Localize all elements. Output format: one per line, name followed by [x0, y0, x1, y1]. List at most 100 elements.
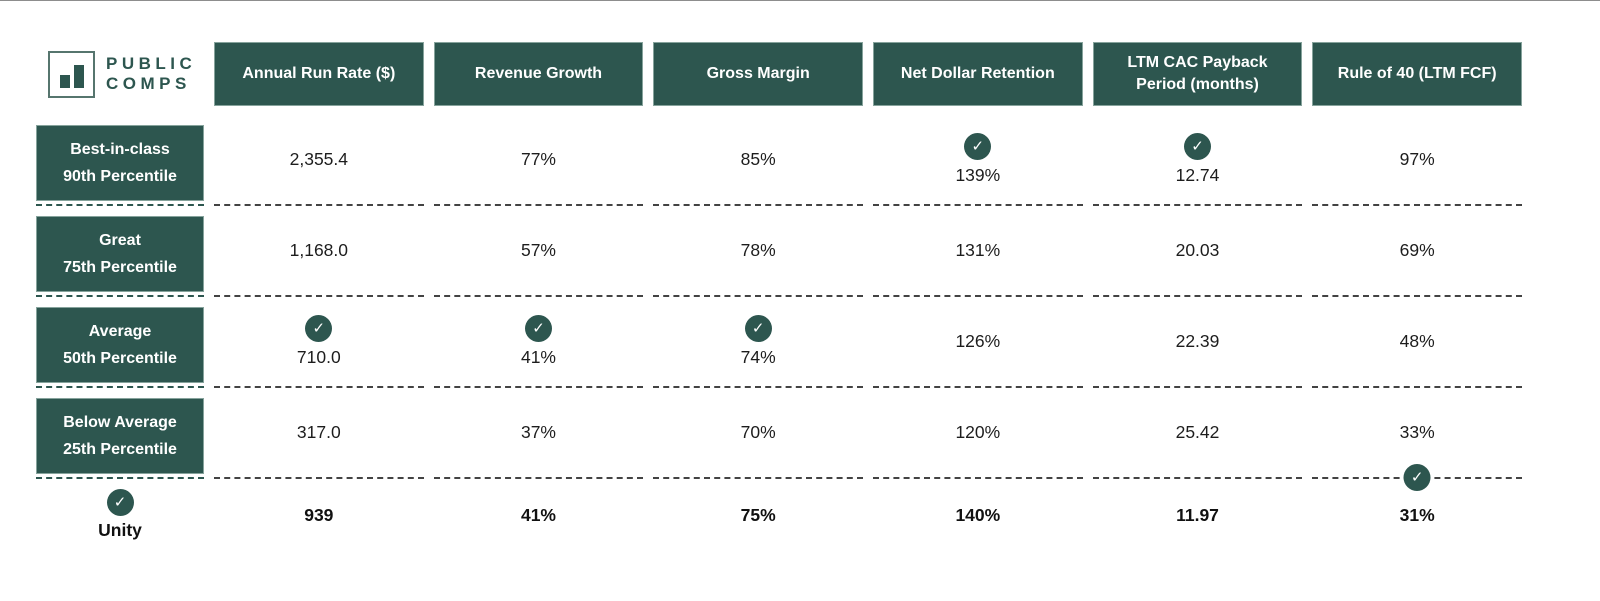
metric-value-cell: 33% ✓: [1312, 388, 1522, 491]
metric-value-cell: ✓ 710.0: [214, 297, 424, 388]
bar-chart-icon: [48, 50, 95, 98]
check-icon: ✓: [524, 315, 552, 342]
table-row-average: Average 50th Percentile ✓ 710.0 ✓ 41% ✓ 74%…: [36, 297, 1522, 388]
metric-value: 20.03: [1175, 240, 1220, 260]
metric-value-cell: ✓57%: [433, 206, 644, 297]
row-label: Great 75th Percentile: [36, 206, 204, 297]
row-label-block: Great 75th Percentile: [36, 216, 204, 292]
metric-value: 37%: [520, 422, 556, 442]
metric-value: 22.39: [1175, 331, 1220, 351]
column-header-ltm-cac-payback: LTM CAC Payback Period (months): [1092, 42, 1303, 106]
metric-value: 97%: [1399, 149, 1435, 169]
metric-value-cell: ✓70%: [653, 388, 863, 479]
metric-value-cell: ✓22.39: [1092, 297, 1303, 388]
metric-value-cell: ✓25.42: [1092, 388, 1303, 479]
check-icon: ✓: [1403, 464, 1431, 491]
unity-value: 140%: [955, 504, 1001, 525]
metric-value: 48%: [1399, 331, 1435, 351]
brand-logo: PUBLIC COMPS: [36, 42, 204, 106]
metric-value-cell: ✓ 41%: [433, 297, 644, 388]
row-label-block: Below Average 25th Percentile: [36, 398, 204, 474]
check-icon: ✓: [744, 315, 772, 342]
unity-value: 75%: [740, 504, 776, 525]
metric-value-cell: ✓ 74%: [653, 297, 863, 388]
column-header-revenue-growth: Revenue Growth: [433, 42, 644, 106]
unity-value-cell: 75%: [653, 479, 863, 551]
column-header-gross-margin: Gross Margin: [653, 42, 863, 106]
metric-value: 25.42: [1175, 422, 1220, 442]
unity-value-cell: 939: [214, 479, 424, 551]
brand-name: PUBLIC COMPS: [106, 54, 196, 95]
row-label: Below Average 25th Percentile: [36, 388, 204, 479]
metric-value: 317.0: [296, 422, 341, 442]
brand-line1: PUBLIC: [106, 53, 197, 73]
row-label-line2: 75th Percentile: [63, 259, 177, 276]
metric-value: 41%: [520, 347, 556, 367]
unity-value-cell: 41%: [434, 479, 644, 551]
metric-value: 710.0: [296, 347, 341, 367]
row-label-block: Average 50th Percentile: [36, 307, 204, 383]
column-header-annual-run-rate: Annual Run Rate ($): [214, 42, 424, 106]
check-icon: ✓: [1183, 133, 1211, 160]
metric-value: 57%: [520, 240, 556, 260]
metric-value-cell: ✓2,355.4: [214, 115, 424, 206]
table-row-great: Great 75th Percentile ✓1,168.0 ✓57% ✓78%…: [36, 206, 1522, 297]
row-label: Best-in-class 90th Percentile: [36, 115, 204, 206]
unity-value-cell: 11.97: [1093, 479, 1303, 551]
check-icon: ✓: [305, 315, 333, 342]
unity-label: Unity: [98, 520, 142, 540]
logo-bar-short: [59, 74, 70, 88]
metric-value-cell: ✓126%: [873, 297, 1083, 388]
metric-value-cell: ✓ 12.74: [1092, 115, 1303, 206]
logo-bar-tall: [73, 64, 84, 88]
metric-value-cell: ✓78%: [653, 206, 863, 297]
metric-value-cell: ✓ 139%: [873, 115, 1083, 206]
unity-value: 11.97: [1176, 504, 1219, 525]
unity-value-cell: 31%: [1312, 479, 1522, 551]
unity-value: 31%: [1399, 504, 1435, 525]
metric-value-cell: ✓77%: [433, 115, 644, 206]
table-row-best-in-class: Best-in-class 90th Percentile ✓2,355.4 ✓…: [36, 115, 1522, 206]
table-row-unity: ✓ Unity 939 41% 75% 140% 11.97 31%: [36, 479, 1522, 551]
metric-value-cell: ✓85%: [653, 115, 863, 206]
row-label: Average 50th Percentile: [36, 297, 204, 388]
metric-value: 2,355.4: [289, 149, 349, 169]
metric-value-cell: ✓120%: [873, 388, 1083, 479]
check-icon: ✓: [964, 133, 992, 160]
row-label-line2: 90th Percentile: [63, 168, 177, 185]
metric-value: 126%: [955, 331, 1001, 351]
metric-value-cell: ✓69%: [1312, 206, 1522, 297]
metric-value: 85%: [740, 149, 776, 169]
metric-value-cell: ✓131%: [873, 206, 1083, 297]
row-label-line1: Below Average: [63, 413, 177, 431]
metric-value-cell: ✓1,168.0: [214, 206, 424, 297]
metric-value-cell: ✓37%: [433, 388, 644, 479]
row-label-block: Best-in-class 90th Percentile: [36, 125, 204, 201]
unity-label-cell: ✓ Unity: [36, 479, 204, 551]
metric-value: 1,168.0: [289, 240, 349, 260]
brand-line2: COMPS: [106, 74, 191, 93]
metric-value: 77%: [520, 149, 556, 169]
metric-value: 69%: [1399, 240, 1435, 260]
metric-value-cell: ✓20.03: [1092, 206, 1303, 297]
row-label-line1: Best-in-class: [70, 140, 170, 158]
metric-value: 131%: [955, 240, 1001, 260]
row-label-line2: 50th Percentile: [63, 350, 177, 367]
metric-value: 120%: [955, 422, 1001, 442]
row-label-line1: Average: [88, 322, 152, 340]
check-icon: ✓: [106, 489, 134, 516]
metric-value: 70%: [740, 422, 776, 442]
row-label-line2: 25th Percentile: [63, 441, 177, 458]
table-header-row: PUBLIC COMPS Annual Run Rate ($) Revenue…: [36, 42, 1522, 106]
column-header-rule-of-40: Rule of 40 (LTM FCF): [1312, 42, 1522, 106]
metric-value: 12.74: [1175, 165, 1220, 185]
unity-value-cell: 140%: [873, 479, 1083, 551]
table-row-below-average: Below Average 25th Percentile ✓317.0 ✓37…: [36, 388, 1522, 491]
metric-value: 78%: [740, 240, 776, 260]
metric-value-cell: ✓48%: [1312, 297, 1522, 388]
metric-value-cell: ✓97%: [1312, 115, 1522, 206]
unity-value: 939: [304, 504, 334, 525]
unity-value: 41%: [520, 504, 556, 525]
metric-value-cell: ✓317.0: [214, 388, 424, 479]
column-header-net-dollar-retention: Net Dollar Retention: [873, 42, 1083, 106]
